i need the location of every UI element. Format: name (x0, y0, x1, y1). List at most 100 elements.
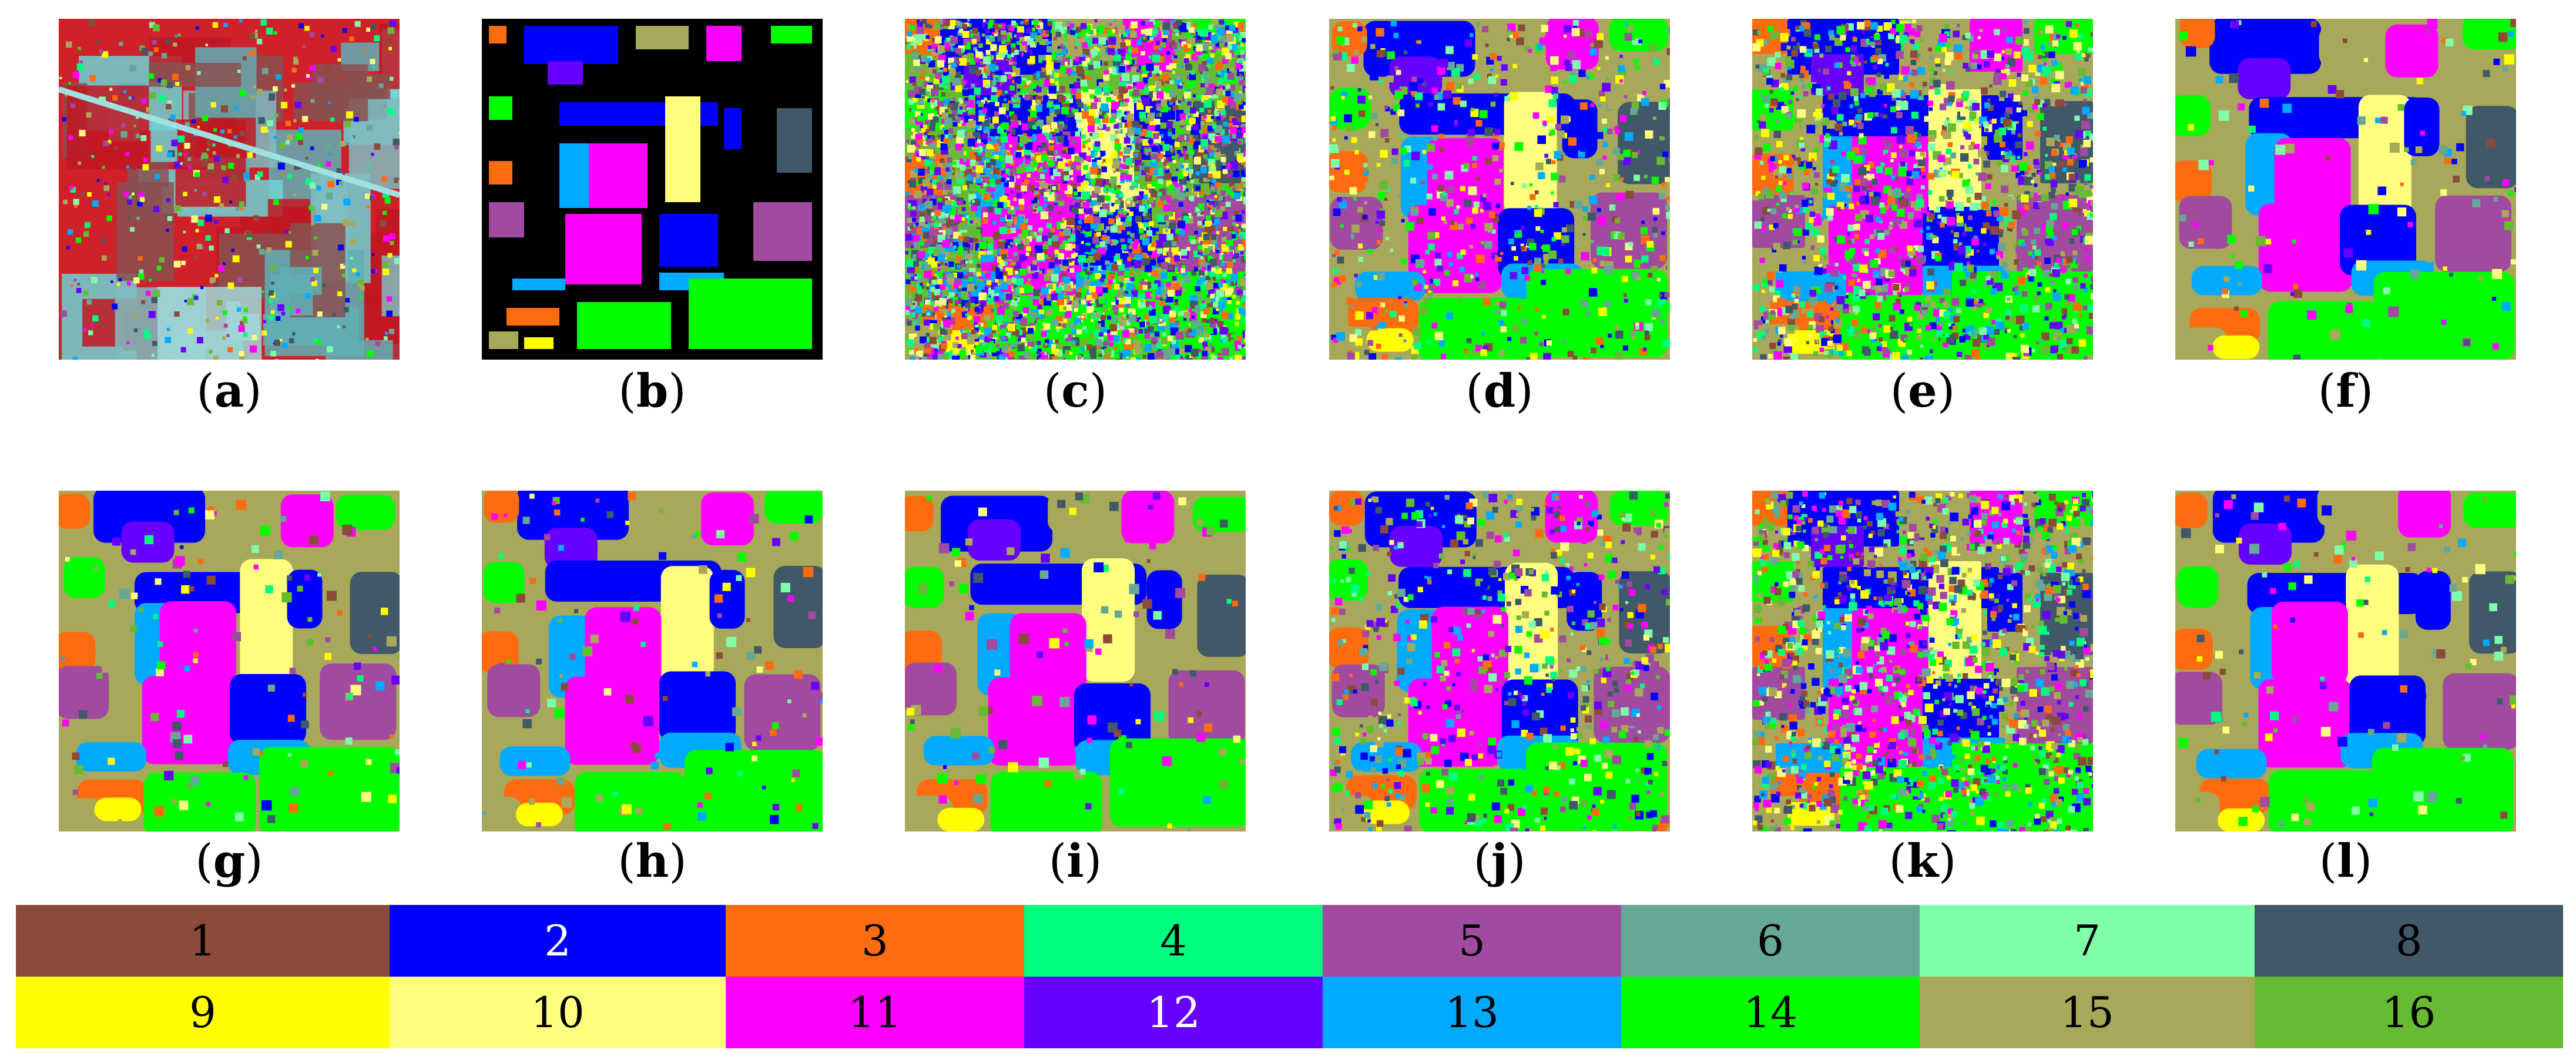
noise-pixel (1082, 61, 1088, 66)
noise-pixel (1240, 43, 1244, 46)
noise-pixel (125, 152, 130, 156)
noise-pixel (915, 356, 920, 360)
noise-pixel (1187, 115, 1190, 119)
noise-pixel (962, 31, 970, 38)
noise-pixel (1183, 119, 1189, 125)
noise-pixel (1022, 238, 1029, 246)
noise-pixel (952, 98, 955, 100)
noise-pixel (1215, 182, 1221, 187)
noise-pixel (931, 223, 935, 227)
noise-pixel (998, 321, 1003, 327)
noise-pixel (1031, 205, 1035, 209)
noise-pixel (1048, 139, 1052, 143)
noise-pixel (909, 76, 916, 83)
noise-pixel (1198, 237, 1205, 244)
noise-pixel (1209, 317, 1215, 323)
noise-pixel (1103, 82, 1109, 87)
noise-pixel (1163, 162, 1168, 166)
noise-pixel (940, 125, 945, 130)
noise-pixel (1169, 90, 1176, 98)
noise-pixel (948, 22, 955, 29)
noise-pixel (972, 165, 977, 170)
noise-pixel (922, 198, 927, 203)
noise-pixel (287, 306, 291, 310)
gt-region (589, 143, 648, 208)
noise-pixel (109, 129, 113, 135)
noise-pixel (1244, 24, 1246, 31)
noise-pixel (249, 33, 256, 40)
noise-pixel (261, 68, 269, 75)
noise-pixel (1209, 271, 1215, 277)
noise-pixel (1015, 185, 1021, 190)
noise-pixel (1117, 269, 1124, 276)
noise-pixel (266, 230, 269, 233)
noise-pixel (1174, 73, 1180, 79)
noise-pixel (1197, 151, 1205, 159)
noise-pixel (1001, 170, 1007, 176)
noise-pixel (1003, 351, 1009, 358)
noise-pixel (988, 19, 994, 25)
noise-pixel (1168, 265, 1174, 270)
noise-pixel (915, 101, 919, 105)
noise-pixel (990, 186, 995, 192)
noise-pixel (1162, 224, 1169, 231)
noise-pixel (1226, 35, 1234, 42)
noise-pixel (1021, 284, 1027, 290)
noise-pixel (1041, 142, 1047, 149)
noise-pixel (358, 283, 361, 287)
noise-pixel (213, 128, 217, 132)
noise-pixel (1031, 316, 1035, 321)
noise-pixel (1242, 239, 1246, 247)
noise-pixel (63, 199, 68, 204)
noise-pixel (945, 172, 952, 179)
noise-pixel (1160, 124, 1164, 128)
noise-pixel (1007, 133, 1012, 138)
noise-pixel (1167, 212, 1172, 217)
noise-pixel (1044, 352, 1047, 355)
noise-pixel (1048, 215, 1053, 220)
noise-pixel (206, 318, 210, 323)
noise-pixel (298, 23, 304, 29)
noise-pixel (1183, 326, 1190, 333)
noise-pixel (235, 206, 240, 212)
noise-pixel (397, 179, 400, 185)
noise-pixel (1005, 294, 1012, 300)
noise-pixel (1060, 282, 1064, 286)
noise-pixel (1019, 296, 1028, 304)
noise-pixel (935, 210, 941, 216)
noise-pixel (1057, 167, 1062, 172)
noise-pixel (1129, 313, 1133, 316)
noise-pixel (924, 319, 930, 326)
noise-pixel (1071, 139, 1077, 145)
noise-pixel (995, 330, 1000, 335)
noise-pixel (130, 227, 135, 232)
noise-pixel (991, 86, 997, 92)
noise-pixel (266, 247, 272, 253)
noise-pixel (952, 161, 957, 166)
noise-pixel (1058, 95, 1065, 103)
noise-pixel (960, 150, 964, 155)
noise-pixel (1056, 29, 1062, 34)
noise-pixel (1024, 219, 1028, 223)
noise-pixel (1189, 295, 1197, 303)
noise-pixel (1200, 311, 1207, 318)
noise-pixel (973, 46, 977, 51)
noise-pixel (1196, 186, 1200, 191)
noise-pixel (917, 38, 923, 43)
noise-pixel (1160, 272, 1168, 279)
noise-pixel (1061, 123, 1068, 130)
noise-pixel (1078, 35, 1082, 39)
noise-pixel (985, 50, 991, 55)
noise-pixel (1044, 343, 1048, 346)
noise-pixel (1222, 297, 1227, 302)
noise-pixel (1099, 25, 1105, 32)
noise-pixel (1203, 308, 1210, 314)
noise-pixel (1200, 210, 1205, 215)
noise-pixel (1188, 169, 1193, 174)
noise-pixel (1206, 319, 1210, 323)
noise-pixel (149, 279, 152, 282)
noise-pixel (365, 337, 369, 341)
noise-pixel (1085, 71, 1089, 75)
noise-pixel (1155, 289, 1162, 296)
noise-pixel (1105, 270, 1109, 274)
